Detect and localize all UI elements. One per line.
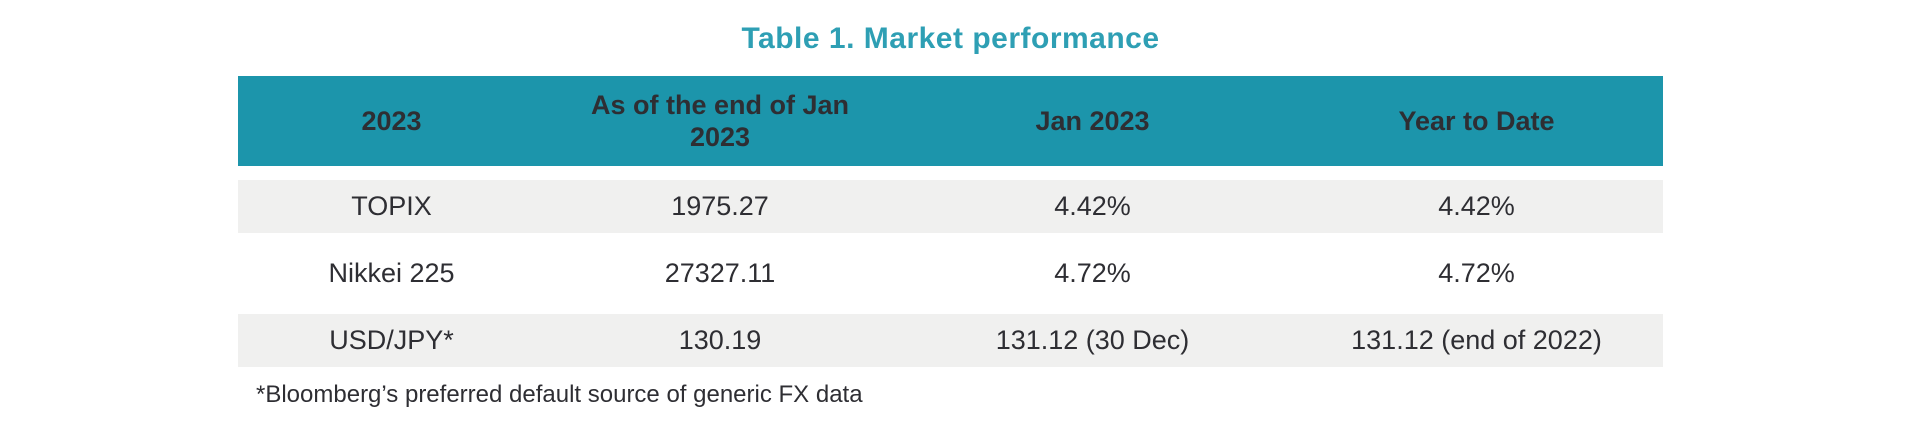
- column-header-label: Year to Date: [1398, 105, 1555, 136]
- column-header-year-to-date: Year to Date: [1290, 76, 1663, 166]
- cell-value: 27327.11: [664, 258, 776, 288]
- column-header-jan-2023: Jan 2023: [895, 76, 1290, 166]
- row-label: TOPIX: [351, 191, 432, 221]
- cell-value: 131.12 (end of 2022): [1351, 325, 1602, 355]
- row-label: USD/JPY*: [329, 325, 454, 355]
- cell-value: 4.72%: [1054, 258, 1131, 288]
- table-row: USD/JPY* 130.19 131.12 (30 Dec) 131.12 (end…: [238, 314, 1663, 367]
- column-header-label: 2023: [361, 105, 422, 136]
- table-row: Nikkei 225 27327.11 4.72% 4.72%: [238, 247, 1663, 300]
- column-header-label: Jan 2023: [1035, 105, 1150, 136]
- table-footnote: *Bloomberg’s preferred default source of…: [256, 381, 863, 408]
- cell-value: 1975.27: [671, 191, 769, 221]
- market-performance-table: 2023 As of the end of Jan 2023 Jan 2023 …: [238, 76, 1663, 367]
- cell-value: 130.19: [678, 325, 762, 355]
- table-header-row: 2023 As of the end of Jan 2023 Jan 2023 …: [238, 76, 1663, 166]
- cell-value: 4.72%: [1438, 258, 1515, 288]
- table-row: TOPIX 1975.27 4.42% 4.42%: [238, 180, 1663, 233]
- table-section: Table 1. Market performance 2023 As of t…: [238, 0, 1663, 409]
- table-title: Table 1. Market performance: [741, 22, 1160, 55]
- cell-value: 4.42%: [1054, 191, 1131, 221]
- cell-value: 4.42%: [1438, 191, 1515, 221]
- row-label: Nikkei 225: [328, 258, 455, 288]
- cell-value: 131.12 (30 Dec): [995, 325, 1190, 355]
- column-header-end-of-jan: As of the end of Jan 2023: [545, 76, 895, 166]
- table-body: TOPIX 1975.27 4.42% 4.42% Nikkei 225 27327.11…: [238, 180, 1663, 367]
- column-header-label: As of the end of Jan 2023: [590, 89, 850, 152]
- column-header-year: 2023: [238, 76, 545, 166]
